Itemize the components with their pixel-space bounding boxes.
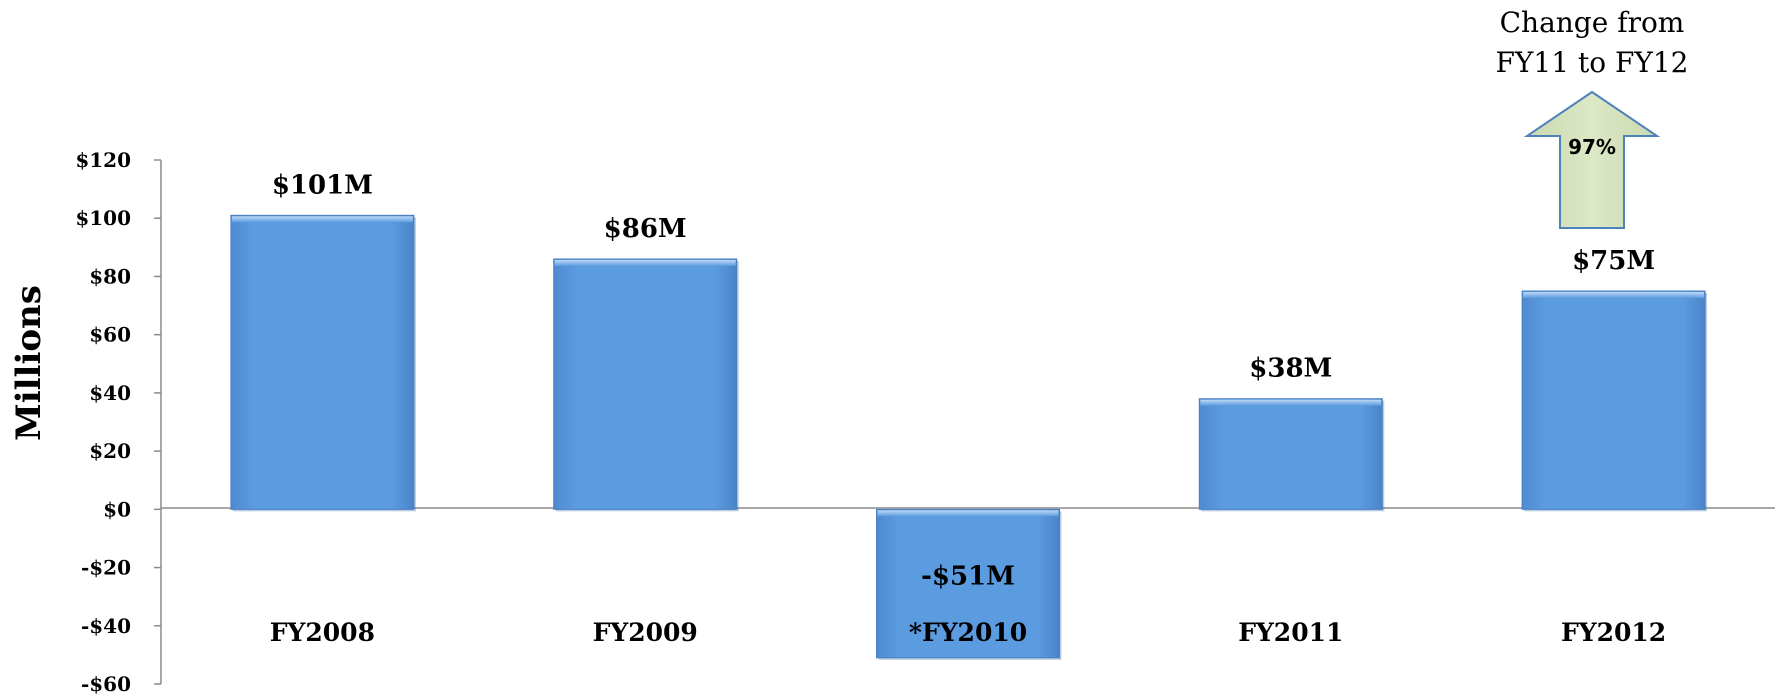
y-tick-label: $0 [103,497,131,521]
y-tick-label: -$60 [81,672,131,695]
data-label: $75M [1572,246,1655,276]
y-tick-label: $40 [89,381,131,405]
bar-bevel [877,510,1059,517]
y-tick-label: $20 [89,439,131,463]
category-label: FY2008 [270,618,375,647]
y-axis-title: Millions [9,285,49,441]
category-label: FY2011 [1238,618,1343,647]
y-tick-label: $120 [75,148,131,172]
category-label: FY2009 [593,618,698,647]
bar-bevel [1523,292,1705,298]
change-percent: 97% [1568,135,1616,159]
y-tick-label: -$40 [81,614,131,638]
y-tick-label: -$20 [81,556,131,580]
bar-body [553,258,738,510]
bar-body [1521,290,1706,510]
bars [230,214,1708,660]
bar-bevel [231,216,413,223]
data-label: $38M [1249,354,1332,384]
change-annotation: Change from FY11 to FY12 97% [1496,6,1689,229]
data-labels: $101M $86M -$51M $38M $75M [272,170,1655,591]
annotation-line-2: FY11 to FY12 [1496,46,1689,79]
bar-bevel [554,259,736,266]
bar-body [1198,398,1383,510]
bar [876,508,1062,660]
bar [553,258,739,512]
y-tick-label: $80 [89,264,131,288]
category-labels: FY2008 FY2009 *FY2010 FY2011 FY2012 [270,618,1666,647]
category-label: FY2012 [1561,618,1666,647]
data-label: $86M [604,214,687,244]
bar [230,214,416,512]
y-ticks: $120 $100 $80 $60 $40 $20 $0 -$20 -$40 -$60 [75,148,161,695]
category-label: *FY2010 [909,618,1027,647]
bar-body [230,214,415,510]
y-tick-label: $60 [89,323,131,347]
y-tick-label: $100 [75,206,131,230]
bar [1198,398,1385,512]
annotation-line-1: Change from [1500,6,1685,39]
data-label: -$51M [921,561,1015,591]
bar-body [876,508,1060,659]
data-label: $101M [272,170,373,200]
up-arrow-icon [1523,90,1661,229]
bar [1521,290,1708,512]
bar-bevel [1200,399,1382,406]
